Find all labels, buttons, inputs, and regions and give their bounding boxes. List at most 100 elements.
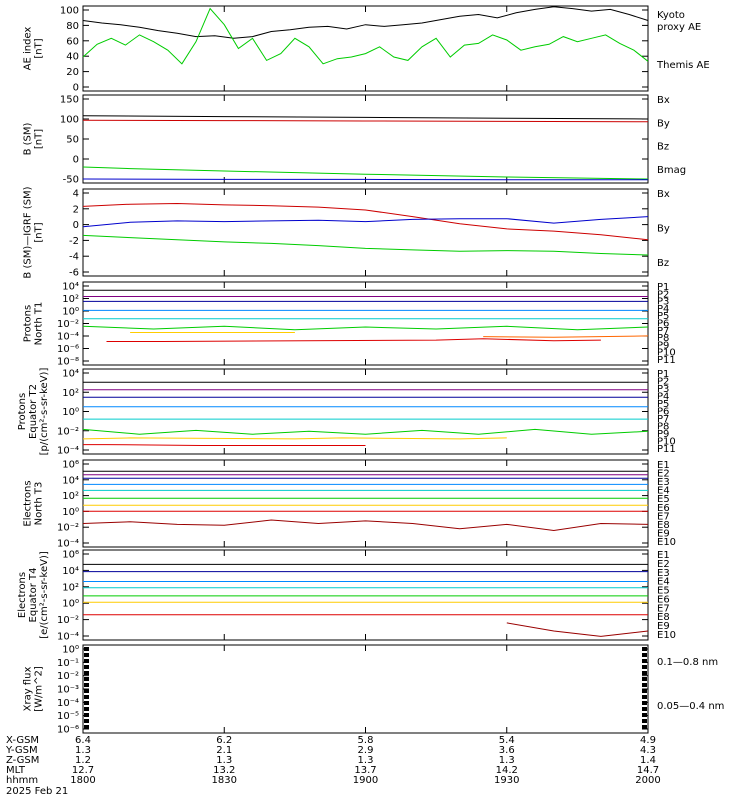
xray-edge-mark bbox=[642, 677, 647, 681]
footer-row-value: 13.2 bbox=[213, 765, 235, 776]
series-line-b_sm-1 bbox=[82, 119, 649, 123]
footer-row-value: 5.4 bbox=[499, 735, 515, 746]
legend-entry: Themis AE bbox=[656, 60, 710, 71]
y-axis-label: [W/m^2] bbox=[34, 666, 45, 712]
xray-edge-mark bbox=[84, 671, 89, 675]
y-tick-label: 20 bbox=[66, 67, 79, 78]
legend-entry: E4 bbox=[657, 577, 670, 588]
series-line-ae-1 bbox=[82, 7, 649, 65]
series-line-b_igrf-1 bbox=[82, 216, 649, 228]
legend-entry: P9 bbox=[657, 429, 669, 440]
y-tick-label: 10⁴ bbox=[62, 475, 79, 486]
y-tick-label: 10² bbox=[62, 582, 79, 593]
y-axis-label: [nT] bbox=[34, 38, 45, 58]
y-axis-label: North T1 bbox=[34, 302, 45, 346]
legend-entry: Bx bbox=[657, 95, 670, 106]
y-tick-label: 10⁻⁴ bbox=[57, 446, 79, 457]
y-tick-label: 80 bbox=[66, 21, 79, 32]
y-axis-label: Protons bbox=[17, 393, 28, 430]
y-tick-label: 10² bbox=[62, 388, 79, 399]
legend-entry: P11 bbox=[657, 355, 676, 366]
series-line-p_eq-7 bbox=[83, 444, 366, 446]
y-tick-label: 100 bbox=[60, 6, 79, 17]
legend-entry: Bx bbox=[657, 189, 670, 200]
series-line-p_n-7 bbox=[483, 335, 649, 338]
panel-frame-b_igrf bbox=[82, 188, 649, 277]
xray-edge-mark bbox=[84, 647, 89, 651]
y-axis-label: AE index bbox=[23, 27, 34, 71]
series-line-ae-0 bbox=[82, 6, 649, 39]
footer-row-value: 1900 bbox=[353, 775, 378, 786]
legend-entry: E7 bbox=[657, 511, 670, 522]
y-tick-label: 60 bbox=[66, 36, 79, 47]
footer-row-value: 6.4 bbox=[75, 735, 91, 746]
footer-row-value: 1800 bbox=[70, 775, 95, 786]
legend-entry: E7 bbox=[657, 603, 670, 614]
legend-entry: E9 bbox=[657, 621, 670, 632]
y-tick-label: 4 bbox=[73, 189, 79, 200]
series-line-e_eq-7 bbox=[506, 622, 649, 637]
xray-edge-mark bbox=[642, 647, 647, 651]
y-tick-label: 10⁻⁶ bbox=[57, 725, 79, 736]
footer-row-value: 12.7 bbox=[72, 765, 94, 776]
legend-entry: P5 bbox=[657, 311, 669, 322]
footer-row-value: 4.9 bbox=[640, 735, 656, 746]
y-tick-label: 0 bbox=[73, 155, 79, 166]
y-tick-label: 10² bbox=[62, 491, 79, 502]
footer-row-value: 1.3 bbox=[358, 755, 374, 766]
y-tick-label: 40 bbox=[66, 52, 79, 63]
y-tick-label: -4 bbox=[69, 252, 79, 263]
y-tick-label: 10⁰ bbox=[62, 407, 79, 418]
y-tick-label: 10⁻⁸ bbox=[57, 357, 79, 368]
legend-entry: E2 bbox=[657, 469, 670, 480]
legend-entry: Bz bbox=[657, 142, 669, 153]
footer-row-value: 5.8 bbox=[358, 735, 374, 746]
legend-entry: 0.1—0.8 nm bbox=[657, 657, 718, 668]
xray-edge-mark bbox=[642, 695, 647, 699]
footer-row-value: 14.7 bbox=[637, 765, 659, 776]
legend-entry: P1 bbox=[657, 369, 669, 380]
footer-row-value: 1830 bbox=[212, 775, 237, 786]
legend-entry: By bbox=[657, 118, 670, 129]
legend-entry: P6 bbox=[657, 407, 669, 418]
legend-entry: P6 bbox=[657, 319, 669, 330]
y-axis-label: [nT] bbox=[34, 222, 45, 242]
y-axis-label: [e/(cm²-s-sr-keV)] bbox=[39, 551, 50, 639]
y-tick-label: 10⁻² bbox=[57, 523, 79, 534]
xray-edge-mark bbox=[642, 725, 647, 729]
footer-row-value: 2000 bbox=[635, 775, 660, 786]
legend-entry: Bz bbox=[657, 258, 669, 269]
panel-frame-e_eq bbox=[82, 549, 649, 641]
xray-edge-mark bbox=[84, 653, 89, 657]
xray-edge-mark bbox=[84, 725, 89, 729]
y-tick-label: 10⁻⁶ bbox=[57, 344, 79, 355]
legend-entry: Kyoto bbox=[657, 10, 685, 21]
y-tick-label: 10⁻¹ bbox=[57, 658, 79, 669]
legend-entry: P2 bbox=[657, 377, 669, 388]
xray-edge-mark bbox=[642, 683, 647, 687]
legend-entry: P7 bbox=[657, 414, 669, 425]
legend-entry: E5 bbox=[657, 494, 670, 505]
xray-edge-mark bbox=[84, 677, 89, 681]
footer-row-value: 1.3 bbox=[499, 755, 515, 766]
legend-entry: E5 bbox=[657, 586, 670, 597]
xray-edge-mark bbox=[84, 701, 89, 705]
series-line-b_igrf-0 bbox=[82, 202, 649, 241]
y-tick-label: -2 bbox=[69, 236, 79, 247]
y-tick-label: -6 bbox=[69, 268, 79, 279]
footer-row-value: 13.7 bbox=[354, 765, 376, 776]
legend-entry: P7 bbox=[657, 326, 669, 337]
legend-entry: E6 bbox=[657, 594, 670, 605]
series-line-b_sm-0 bbox=[82, 115, 649, 120]
y-tick-label: 100 bbox=[60, 115, 79, 126]
y-axis-label: Xray flux bbox=[23, 667, 34, 712]
legend-entry: P4 bbox=[657, 392, 669, 403]
y-axis-label: [nT] bbox=[34, 129, 45, 149]
y-tick-label: 10⁻² bbox=[57, 319, 79, 330]
legend-entry: P10 bbox=[657, 437, 676, 448]
xray-edge-mark bbox=[84, 659, 89, 663]
y-tick-label: -50 bbox=[63, 175, 79, 186]
y-tick-label: 10⁻² bbox=[57, 671, 79, 682]
legend-entry: proxy AE bbox=[657, 22, 701, 33]
y-tick-label: 2 bbox=[73, 204, 79, 215]
